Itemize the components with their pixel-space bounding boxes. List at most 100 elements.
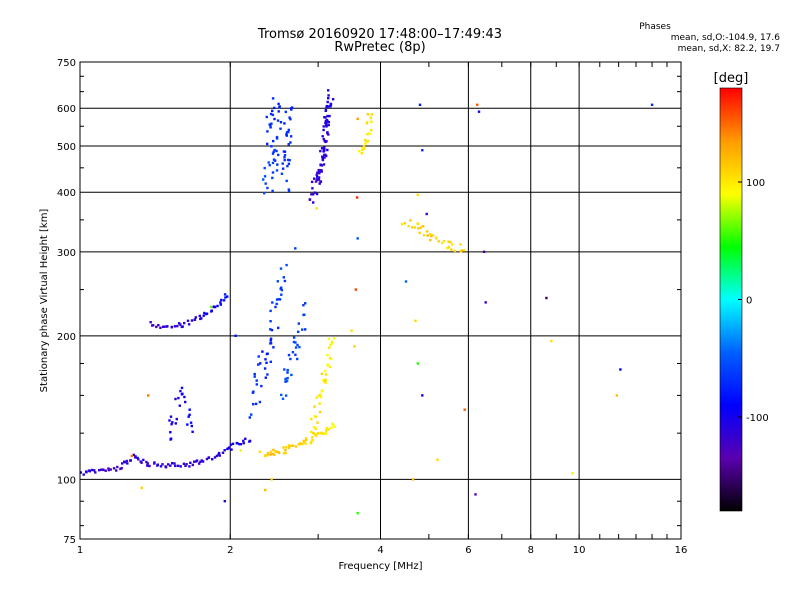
data-point <box>269 341 273 345</box>
data-point <box>324 123 328 126</box>
data-point <box>320 164 324 167</box>
data-point <box>161 463 164 466</box>
data-point <box>287 444 291 447</box>
data-point <box>404 280 408 283</box>
y-tick-label: 750 <box>57 58 76 69</box>
data-point <box>132 453 135 457</box>
data-point <box>313 191 317 194</box>
data-point <box>450 243 454 246</box>
data-point <box>190 424 193 428</box>
data-point <box>350 329 353 332</box>
data-point <box>166 325 169 328</box>
data-point <box>325 104 329 108</box>
data-point <box>284 449 287 452</box>
data-point <box>414 319 417 322</box>
data-point <box>188 408 191 411</box>
data-point <box>482 250 486 253</box>
data-point <box>271 113 275 117</box>
data-point <box>269 337 273 340</box>
data-point <box>276 280 279 283</box>
data-point <box>360 152 363 155</box>
data-point <box>231 442 235 445</box>
data-point <box>176 324 179 328</box>
data-point <box>217 451 221 455</box>
x-axis-label: Frequency [MHz] <box>338 561 422 572</box>
data-point <box>273 453 276 456</box>
data-point <box>308 198 312 201</box>
data-point <box>140 486 143 490</box>
data-point <box>312 201 315 204</box>
data-point <box>296 357 299 361</box>
data-point <box>328 346 331 349</box>
data-point <box>223 449 226 452</box>
data-point <box>282 451 286 455</box>
data-point <box>253 372 256 376</box>
data-point <box>269 126 272 129</box>
data-point <box>264 454 267 458</box>
data-point <box>88 470 91 473</box>
data-point <box>173 325 177 328</box>
data-point <box>449 240 452 244</box>
data-point <box>115 469 118 472</box>
data-point <box>265 361 268 364</box>
data-point <box>421 225 425 228</box>
data-point <box>453 249 457 253</box>
data-point <box>218 454 221 457</box>
data-point <box>130 454 133 458</box>
data-point <box>266 130 269 133</box>
y-tick-label: 200 <box>57 332 76 343</box>
data-point <box>319 180 322 183</box>
data-point <box>436 458 439 461</box>
axis-ticks-layer: 1 2 4 6 8 10 16 75 100 200 300 400 500 600 750 <box>57 58 687 556</box>
data-point <box>274 159 277 162</box>
data-point <box>190 319 194 322</box>
data-point <box>264 376 267 379</box>
data-point <box>277 102 280 106</box>
data-point <box>169 464 172 467</box>
data-point <box>323 156 326 159</box>
data-point <box>248 439 252 443</box>
colorbar-tick-label: 0 <box>746 296 752 307</box>
data-point <box>318 172 321 175</box>
data-point <box>259 362 262 365</box>
data-point <box>311 187 314 190</box>
data-point <box>116 465 119 469</box>
data-point <box>296 343 299 347</box>
data-point <box>289 141 292 144</box>
data-point <box>228 446 231 449</box>
data-point <box>450 248 453 251</box>
data-point <box>188 465 191 468</box>
data-point <box>288 159 291 162</box>
data-point <box>234 334 237 337</box>
data-point <box>285 131 289 134</box>
data-point <box>238 443 241 446</box>
data-point <box>194 316 197 319</box>
data-point <box>93 469 96 472</box>
data-point <box>129 459 132 462</box>
data-point <box>275 149 278 153</box>
colorbar-tick-label: 100 <box>746 178 765 189</box>
data-point <box>411 478 415 481</box>
data-point <box>311 436 314 439</box>
data-point <box>257 363 260 366</box>
data-point <box>263 175 267 178</box>
x-tick-label: 10 <box>573 545 586 556</box>
data-point <box>290 108 293 111</box>
data-point <box>324 140 327 144</box>
data-point <box>140 461 143 464</box>
data-point <box>219 303 222 306</box>
data-point <box>263 166 266 170</box>
data-point <box>327 94 330 97</box>
data-point <box>255 379 258 382</box>
data-point <box>310 180 314 184</box>
data-point <box>195 459 199 462</box>
data-point <box>230 448 233 451</box>
data-point <box>266 454 269 457</box>
data-point <box>277 110 280 113</box>
data-point <box>463 408 466 411</box>
phase-colorbar: [deg] 100 0 -100 <box>714 71 769 512</box>
data-point <box>98 469 101 472</box>
data-point <box>265 115 268 119</box>
data-point <box>315 178 319 181</box>
data-point <box>171 462 174 465</box>
